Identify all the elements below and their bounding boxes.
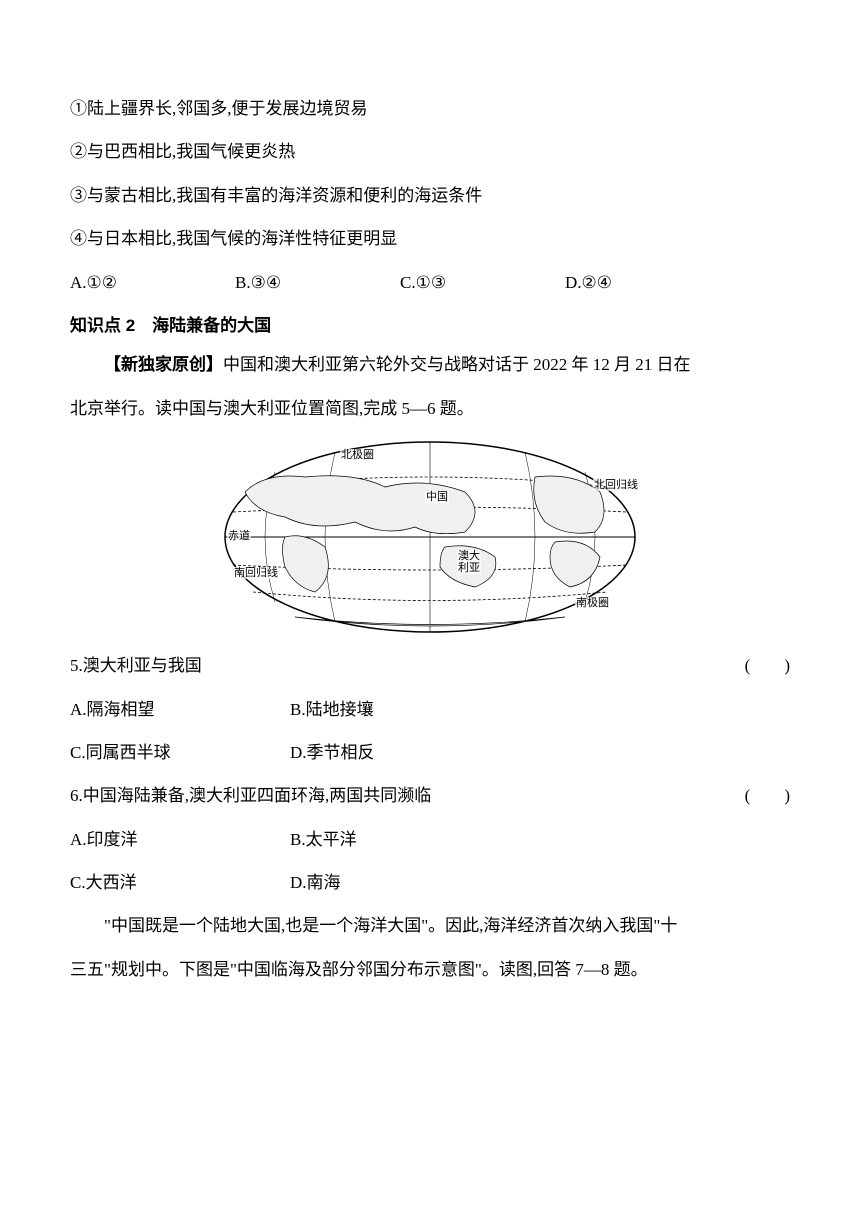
label-tropic-capricorn: 南回归线	[233, 567, 279, 579]
option-a[interactable]: A.①②	[70, 264, 235, 301]
statement-1: ①陆上疆界长,邻国多,便于发展边境贸易	[70, 90, 790, 127]
q5-options-row-2: C.同属西半球 D.季节相反	[70, 734, 790, 771]
option-c[interactable]: C.①③	[400, 264, 565, 301]
q6-options-row-2: C.大西洋 D.南海	[70, 864, 790, 901]
q6-option-c[interactable]: C.大西洋	[70, 864, 290, 901]
intro-line-1: 【新独家原创】中国和澳大利亚第六轮外交与战略对话于 2022 年 12 月 21…	[70, 346, 790, 383]
statement-3: ③与蒙古相比,我国有丰富的海洋资源和便利的海运条件	[70, 177, 790, 214]
label-australia-2: 利亚	[457, 562, 481, 574]
world-map: 北极圈 北回归线 赤道 中国 澳大 利亚 南回归线 南极圈	[215, 437, 645, 637]
label-china: 中国	[425, 491, 449, 503]
q5-options-row-1: A.隔海相望 B.陆地接壤	[70, 691, 790, 728]
world-map-figure: 北极圈 北回归线 赤道 中国 澳大 利亚 南回归线 南极圈	[70, 437, 790, 637]
statement-2: ②与巴西相比,我国气候更炎热	[70, 133, 790, 170]
label-australia-1: 澳大	[457, 550, 481, 562]
q5-option-c[interactable]: C.同属西半球	[70, 734, 290, 771]
q6-paren[interactable]: ( )	[745, 777, 790, 814]
q5-option-d[interactable]: D.季节相反	[290, 734, 375, 771]
q6-option-a[interactable]: A.印度洋	[70, 821, 290, 858]
label-tropic-cancer: 北回归线	[593, 479, 639, 491]
label-north-polar: 北极圈	[340, 449, 375, 461]
label-equator: 赤道	[227, 530, 251, 542]
q6-options-row-1: A.印度洋 B.太平洋	[70, 821, 790, 858]
q6-option-d[interactable]: D.南海	[290, 864, 341, 901]
prev-question-options: A.①② B.③④ C.①③ D.②④	[70, 264, 790, 301]
label-south-polar: 南极圈	[575, 597, 610, 609]
q5-option-a[interactable]: A.隔海相望	[70, 691, 290, 728]
option-b[interactable]: B.③④	[235, 264, 400, 301]
closing-line-2: 三五"规划中。下图是"中国临海及部分邻国分布示意图"。读图,回答 7—8 题。	[70, 951, 790, 988]
section-heading: 知识点 2 海陆兼备的大国	[70, 307, 790, 344]
q6-stem-row: 6.中国海陆兼备,澳大利亚四面环海,两国共同濒临 ( )	[70, 777, 790, 814]
q6-option-b[interactable]: B.太平洋	[290, 821, 357, 858]
q5-stem: 5.澳大利亚与我国	[70, 647, 202, 684]
q6-stem: 6.中国海陆兼备,澳大利亚四面环海,两国共同濒临	[70, 777, 431, 814]
intro-tag: 【新独家原创】	[104, 355, 223, 374]
statement-4: ④与日本相比,我国气候的海洋性特征更明显	[70, 220, 790, 257]
q5-stem-row: 5.澳大利亚与我国 ( )	[70, 647, 790, 684]
q5-paren[interactable]: ( )	[745, 647, 790, 684]
closing-line-1: "中国既是一个陆地大国,也是一个海洋大国"。因此,海洋经济首次纳入我国"十	[70, 907, 790, 944]
intro-text-1: 中国和澳大利亚第六轮外交与战略对话于 2022 年 12 月 21 日在	[223, 355, 691, 374]
q5-option-b[interactable]: B.陆地接壤	[290, 691, 374, 728]
intro-line-2: 北京举行。读中国与澳大利亚位置简图,完成 5—6 题。	[70, 390, 790, 427]
option-d[interactable]: D.②④	[565, 264, 730, 301]
